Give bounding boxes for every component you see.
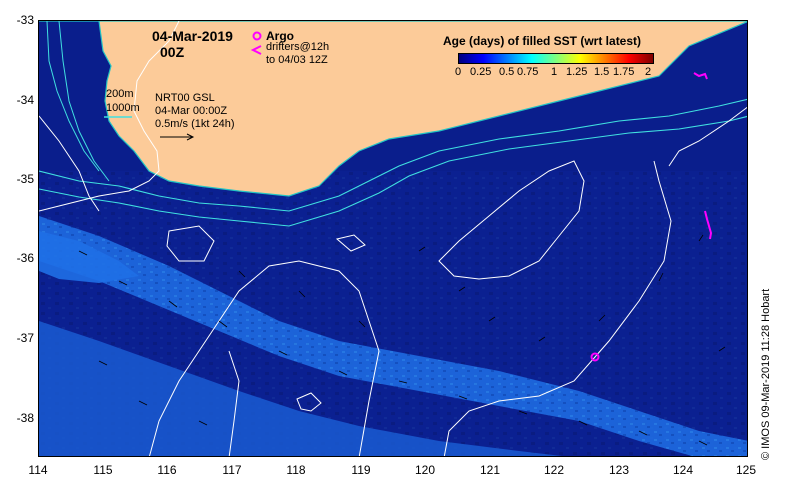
map-date-title: 04-Mar-2019 — [152, 28, 233, 44]
drifter-legend-label: drifters@12h — [266, 41, 330, 53]
product-time: 04-Mar 00:00Z — [155, 105, 228, 117]
sst-map[interactable] — [38, 20, 748, 457]
ssh-contour-2 — [218, 260, 380, 456]
lon-tick: 116 — [157, 463, 177, 477]
velocity-scale-arrow — [160, 133, 195, 141]
argo-float[interactable] — [590, 352, 600, 362]
lat-tick: -36 — [16, 251, 34, 265]
lon-tick: 119 — [351, 463, 371, 477]
lat-tick: -37 — [16, 331, 34, 345]
bathymetry-west — [46, 21, 100, 172]
colorbar-tick: 1.25 — [566, 66, 588, 78]
ssh-contour-east — [443, 160, 672, 456]
contour-200-label: 200m — [106, 88, 134, 100]
lat-tick: -33 — [16, 13, 34, 27]
ssh-contour-3 — [149, 320, 220, 456]
colorbar-tick: 1.5 — [594, 66, 610, 78]
lon-tick: 115 — [93, 463, 113, 477]
lon-tick: 125 — [735, 463, 757, 477]
colorbar-tick: 2 — [645, 66, 652, 78]
ssh-contour-1 — [39, 21, 180, 212]
lon-tick: 118 — [286, 463, 306, 477]
ssh-contour-4 — [228, 350, 240, 456]
map-canvas — [39, 21, 747, 456]
velocity-vectors — [78, 234, 726, 446]
lon-tick: 122 — [543, 463, 565, 477]
velocity-scale-label: 0.5m/s (1kt 24h) — [155, 118, 235, 130]
drifter-legend-date: to 04/03 12Z — [266, 54, 328, 66]
lon-tick: 120 — [414, 463, 436, 477]
ssh-contour-east-2 — [668, 106, 747, 167]
sst-patch-west — [39, 231, 139, 283]
land — [39, 21, 747, 197]
argo-legend-label: Argo — [266, 29, 294, 43]
colorbar-tick: 0.25 — [470, 66, 492, 78]
contour-1000-label: 1000m — [106, 102, 140, 114]
lon-tick: 123 — [608, 463, 630, 477]
bathymetry-1000m — [39, 115, 747, 227]
drifter-legend-icon — [250, 45, 262, 55]
lon-tick: 124 — [672, 463, 694, 477]
contour-legend-line — [104, 116, 132, 118]
colorbar-title: Age (days) of filled SST (wrt latest) — [443, 34, 642, 48]
credit-text: © IMOS 09-Mar-2019 11:28 Hobart — [760, 289, 772, 460]
ssh-contour-small-3 — [296, 392, 322, 412]
ssh-contour-small-2 — [335, 234, 366, 252]
colorbar-tick: 1 — [551, 66, 558, 78]
bathymetry-west-2 — [58, 21, 110, 182]
colorbar-tick: 1.75 — [613, 66, 635, 78]
bathymetry-200m — [39, 98, 747, 212]
colorbar — [458, 53, 654, 64]
lat-tick: -35 — [16, 172, 34, 186]
ssh-contour-eddy — [438, 160, 585, 280]
sst-band-north — [39, 216, 747, 456]
lon-tick: 121 — [479, 463, 501, 477]
lat-tick: -34 — [16, 93, 34, 107]
ssh-contour-small-1 — [166, 225, 215, 262]
map-time-title: 00Z — [160, 44, 185, 60]
drifter-track-1[interactable] — [704, 210, 713, 240]
drifter-track-2[interactable] — [693, 72, 708, 80]
lat-tick: -38 — [16, 411, 34, 425]
colorbar-tick: 0 — [455, 66, 462, 78]
credit-label: IMOS 09-Mar-2019 11:28 Hobart — [760, 288, 772, 449]
colorbar-tick: 0.5 — [499, 66, 515, 78]
colorbar-tick: 0.75 — [517, 66, 539, 78]
copyright-symbol: © — [760, 451, 772, 460]
lon-tick: 117 — [222, 463, 242, 477]
product-name: NRT00 GSL — [155, 92, 215, 104]
ssh-contour-west — [39, 115, 100, 212]
lon-tick: 114 — [28, 463, 48, 477]
sst-band-south — [39, 321, 562, 456]
argo-legend-icon — [252, 31, 262, 41]
